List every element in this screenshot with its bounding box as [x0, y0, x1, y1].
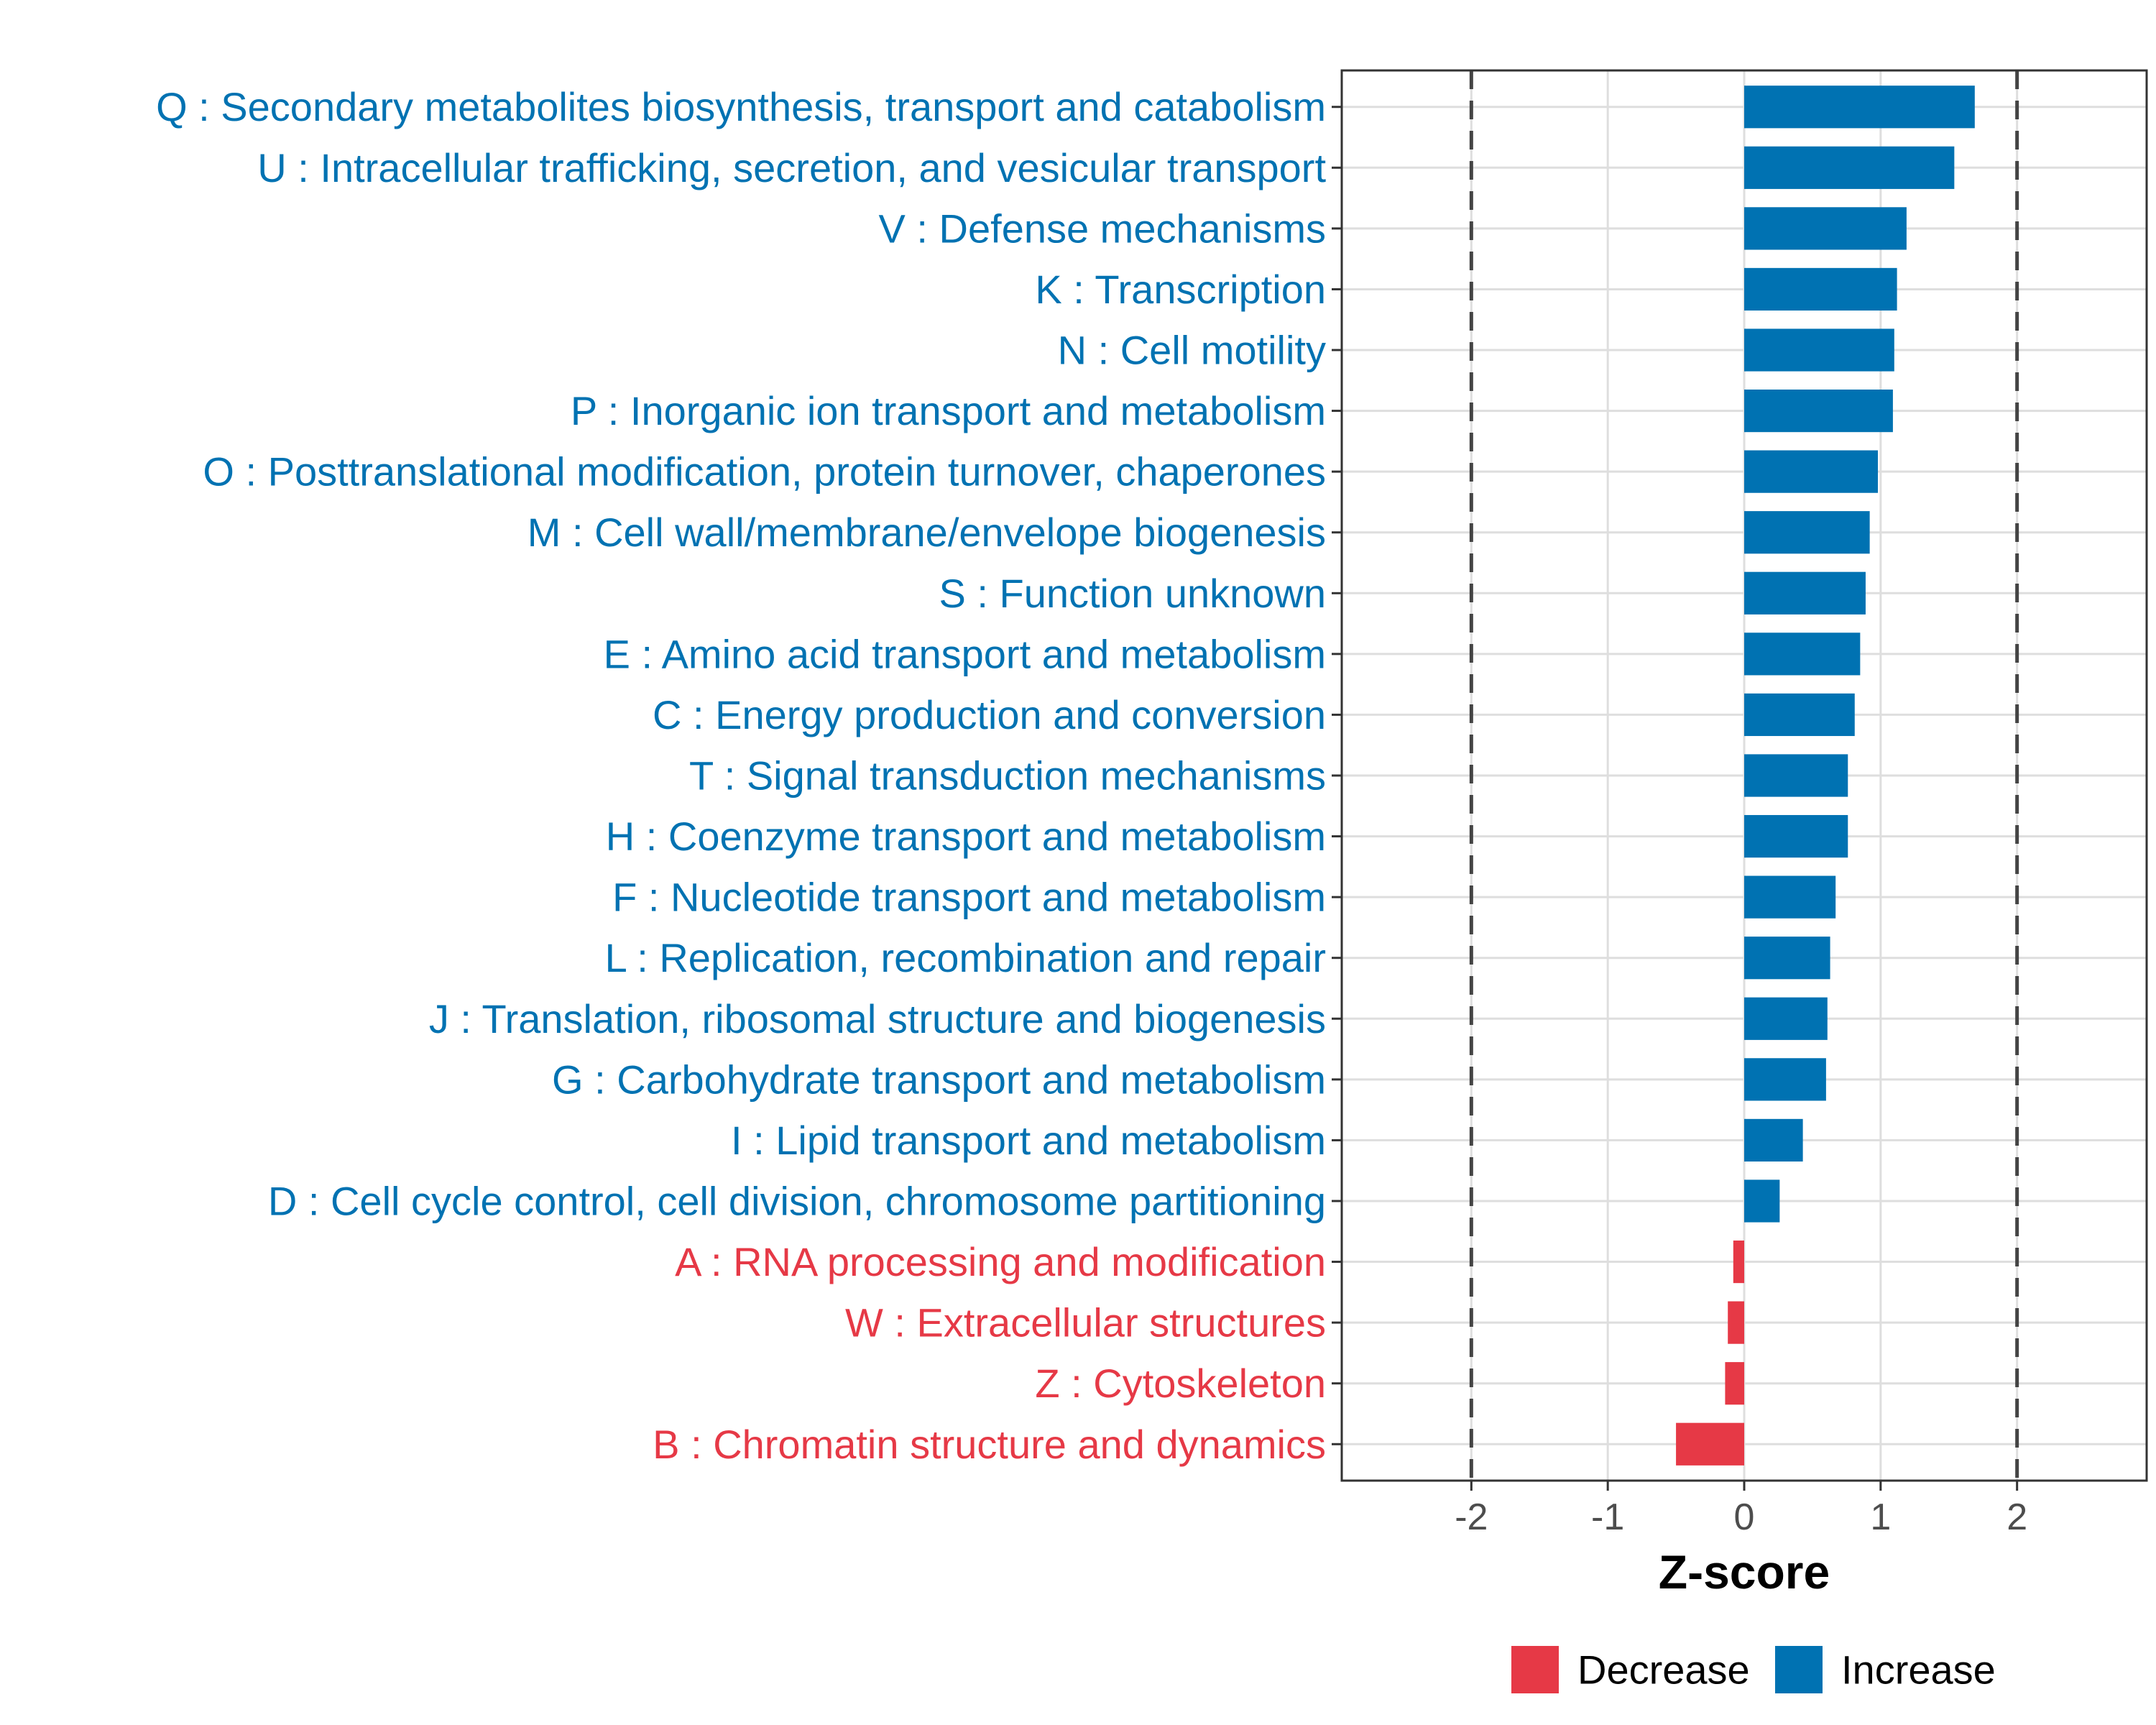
x-tick-label: -2	[1455, 1496, 1488, 1538]
bar	[1744, 1179, 1780, 1223]
x-tick-label: 1	[1870, 1496, 1891, 1538]
bar	[1744, 693, 1855, 737]
bar	[1744, 511, 1870, 554]
bar	[1744, 814, 1848, 858]
category-label: A : RNA processing and modification	[675, 1239, 1326, 1284]
category-label: T : Signal transduction mechanisms	[689, 753, 1326, 799]
legend-swatch-increase	[1775, 1646, 1823, 1693]
x-tick-label: 0	[1734, 1496, 1755, 1538]
bar	[1744, 632, 1861, 676]
category-label: M : Cell wall/membrane/envelope biogenes…	[528, 510, 1326, 555]
category-label: G : Carbohydrate transport and metabolis…	[552, 1057, 1326, 1102]
bar	[1744, 571, 1866, 615]
legend-swatch-decrease	[1511, 1646, 1559, 1693]
category-label: B : Chromatin structure and dynamics	[653, 1422, 1326, 1467]
category-label: D : Cell cycle control, cell division, c…	[268, 1178, 1326, 1223]
bar	[1744, 875, 1836, 919]
category-label: Q : Secondary metabolites biosynthesis, …	[156, 84, 1326, 129]
bar	[1744, 1058, 1826, 1101]
bar	[1744, 754, 1848, 797]
category-label: E : Amino acid transport and metabolism	[604, 631, 1326, 676]
category-label: S : Function unknown	[939, 571, 1326, 616]
category-label: L : Replication, recombination and repai…	[605, 935, 1326, 980]
x-tick-label: -1	[1591, 1496, 1624, 1538]
bar	[1744, 937, 1830, 980]
bar	[1733, 1240, 1744, 1284]
bar	[1744, 450, 1879, 493]
category-label: I : Lipid transport and metabolism	[731, 1118, 1326, 1163]
bar	[1728, 1301, 1744, 1344]
category-label: H : Coenzyme transport and metabolism	[606, 814, 1326, 859]
x-axis-title: Z-score	[1659, 1545, 1830, 1598]
bar	[1725, 1362, 1744, 1405]
legend-label-decrease: Decrease	[1577, 1647, 1750, 1693]
bar	[1744, 86, 1975, 129]
bar	[1744, 146, 1955, 189]
category-label: U : Intracellular trafficking, secretion…	[257, 145, 1326, 190]
category-label: K : Transcription	[1035, 267, 1326, 312]
bar	[1744, 389, 1893, 433]
category-label: F : Nucleotide transport and metabolism	[612, 875, 1326, 920]
bar	[1744, 328, 1894, 372]
category-label: N : Cell motility	[1058, 328, 1326, 373]
bar	[1744, 997, 1828, 1040]
category-label: V : Defense mechanisms	[879, 206, 1326, 251]
category-label: C : Energy production and conversion	[653, 692, 1326, 737]
category-label: O : Posttranslational modification, prot…	[203, 449, 1326, 494]
legend-label-increase: Increase	[1841, 1647, 1996, 1693]
category-label: J : Translation, ribosomal structure and…	[429, 996, 1326, 1041]
category-label: Z : Cytoskeleton	[1035, 1361, 1326, 1406]
bar	[1744, 267, 1897, 311]
x-tick-label: 2	[2007, 1496, 2027, 1538]
bar	[1744, 1118, 1803, 1162]
category-label: W : Extracellular structures	[845, 1300, 1326, 1346]
bar	[1676, 1422, 1744, 1466]
category-label: P : Inorganic ion transport and metaboli…	[571, 388, 1326, 433]
bar	[1744, 207, 1907, 250]
